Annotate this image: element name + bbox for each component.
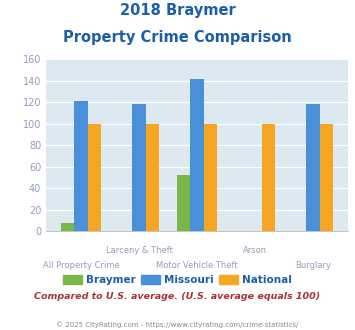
Bar: [306, 104, 320, 231]
Bar: [190, 79, 204, 231]
Bar: [177, 175, 190, 231]
Text: 2018 Braymer: 2018 Braymer: [120, 3, 235, 18]
Text: Property Crime Comparison: Property Crime Comparison: [63, 30, 292, 45]
Bar: [262, 124, 275, 231]
Bar: [320, 124, 333, 231]
Text: Larceny & Theft: Larceny & Theft: [105, 246, 173, 255]
Bar: [74, 101, 88, 231]
Bar: [132, 104, 146, 231]
Bar: [61, 223, 74, 231]
Bar: [204, 124, 217, 231]
Text: All Property Crime: All Property Crime: [43, 261, 119, 270]
Legend: Braymer, Missouri, National: Braymer, Missouri, National: [59, 271, 296, 289]
Text: Motor Vehicle Theft: Motor Vehicle Theft: [156, 261, 238, 270]
Text: Burglary: Burglary: [295, 261, 331, 270]
Text: Compared to U.S. average. (U.S. average equals 100): Compared to U.S. average. (U.S. average …: [34, 292, 321, 301]
Text: Arson: Arson: [243, 246, 267, 255]
Bar: [146, 124, 159, 231]
Bar: [88, 124, 101, 231]
Text: © 2025 CityRating.com - https://www.cityrating.com/crime-statistics/: © 2025 CityRating.com - https://www.city…: [56, 322, 299, 328]
